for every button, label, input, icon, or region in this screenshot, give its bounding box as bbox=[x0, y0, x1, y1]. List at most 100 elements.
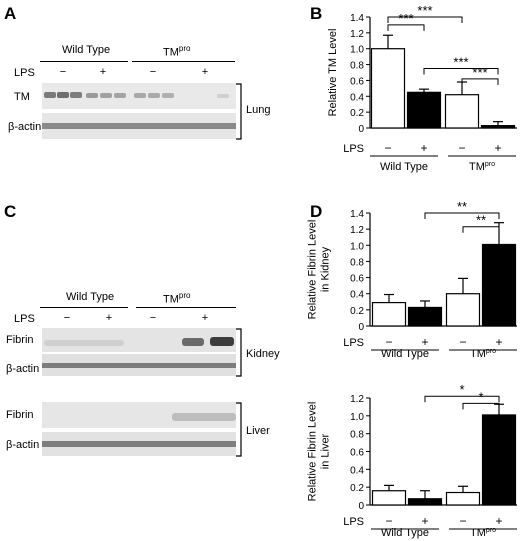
y-axis-label: Relative Fibrin Level bbox=[307, 402, 319, 502]
significance-label: *** bbox=[453, 55, 468, 70]
panel-letter-d: D bbox=[310, 202, 323, 221]
significance-bracket bbox=[462, 226, 500, 233]
group-label: TMpro bbox=[470, 527, 496, 539]
significance-bracket bbox=[461, 78, 499, 85]
bar bbox=[444, 94, 480, 129]
row-label-beta-actin: β-actin bbox=[8, 121, 42, 133]
y-tick-label: 0.6 bbox=[350, 274, 364, 285]
y-tick-label: 0 bbox=[358, 501, 364, 512]
group-label: Wild Type bbox=[380, 161, 428, 173]
bar bbox=[445, 293, 481, 327]
lps-sign: − bbox=[385, 335, 392, 349]
lps-sign: + bbox=[495, 514, 502, 528]
tissue-label-kidney: Kidney bbox=[246, 348, 280, 360]
significance-label: ** bbox=[476, 213, 486, 228]
row-label-fibrin: Fibrin bbox=[6, 409, 34, 421]
group-underline-wild-type bbox=[40, 61, 128, 62]
lps-sign: + bbox=[421, 514, 428, 528]
significance-label: * bbox=[459, 382, 464, 397]
y-tick-label: 1.0 bbox=[350, 241, 364, 252]
group-label-wild-type: Wild Type bbox=[62, 44, 111, 56]
group-label: TMpro bbox=[470, 348, 496, 360]
lps-sign: + bbox=[201, 66, 209, 78]
lps-sign: + bbox=[420, 141, 427, 155]
row-label-fibrin: Fibrin bbox=[6, 334, 34, 346]
lps-label: LPS bbox=[343, 516, 364, 528]
group-label-tmpro: TMpro bbox=[163, 291, 191, 306]
group-label-wild-type: Wild Type bbox=[66, 291, 115, 303]
group-label-tmpro: TMpro bbox=[163, 44, 191, 59]
row-label-beta-actin: β-actin bbox=[6, 363, 40, 375]
lps-sign: + bbox=[105, 312, 113, 324]
panel-letter-b: B bbox=[310, 4, 323, 23]
western-blot-liver bbox=[42, 402, 236, 456]
group-underline-tmpro bbox=[136, 307, 236, 308]
tissue-label-lung: Lung bbox=[246, 104, 271, 116]
row-label-tm: TM bbox=[14, 91, 30, 103]
y-tick-label: 0 bbox=[358, 322, 364, 333]
bar bbox=[445, 491, 481, 506]
y-axis-label: Relative TM Level bbox=[327, 29, 339, 117]
western-blot-lung bbox=[42, 83, 236, 139]
y-axis-label: Relative Fibrin Level bbox=[307, 220, 319, 320]
lps-sign: + bbox=[495, 335, 502, 349]
y-tick-label: 1.2 bbox=[350, 29, 364, 40]
lps-sign: − bbox=[149, 66, 157, 78]
y-tick-label: 0.8 bbox=[350, 61, 364, 72]
y-tick-label: 1.4 bbox=[350, 209, 364, 220]
lps-sign: + bbox=[99, 66, 107, 78]
bar bbox=[481, 414, 517, 506]
y-tick-label: 0.2 bbox=[350, 306, 364, 317]
group-label: TMpro bbox=[469, 161, 495, 173]
y-tick-label: 0.2 bbox=[350, 108, 364, 119]
bar bbox=[371, 490, 407, 506]
y-axis-label: in Kidney bbox=[320, 246, 332, 292]
panel-letter-c: C bbox=[4, 202, 17, 221]
bracket-kidney bbox=[236, 328, 242, 377]
lps-sign: − bbox=[59, 66, 67, 78]
lps-sign: − bbox=[384, 141, 391, 155]
lps-sign: − bbox=[63, 312, 71, 324]
y-tick-label: 0.2 bbox=[350, 483, 364, 494]
panel-letter-a: A bbox=[4, 4, 17, 23]
significance-bracket bbox=[462, 402, 500, 410]
y-tick-label: 1.4 bbox=[350, 13, 364, 24]
group-label: Wild Type bbox=[381, 348, 429, 360]
lps-sign: + bbox=[421, 335, 428, 349]
tissue-label-liver: Liver bbox=[246, 425, 270, 437]
lps-label: LPS bbox=[343, 143, 364, 155]
y-tick-label: 1.0 bbox=[350, 45, 364, 56]
significance-label: ** bbox=[457, 199, 467, 214]
y-axis-label: in Liver bbox=[320, 433, 332, 469]
y-tick-label: 1.2 bbox=[350, 394, 364, 405]
bar bbox=[407, 498, 443, 506]
y-tick-label: 0.4 bbox=[350, 465, 364, 476]
lps-sign: + bbox=[201, 312, 209, 324]
western-blot-kidney bbox=[42, 328, 236, 376]
lps-sign: − bbox=[459, 514, 466, 528]
y-tick-label: 0.4 bbox=[350, 290, 364, 301]
significance-bracket bbox=[424, 395, 500, 403]
y-tick-label: 0.6 bbox=[350, 448, 364, 459]
y-tick-label: 0.4 bbox=[350, 92, 364, 103]
significance-label: *** bbox=[398, 11, 413, 26]
lps-label: LPS bbox=[343, 337, 364, 349]
lps-sign: − bbox=[458, 141, 465, 155]
significance-bracket bbox=[387, 16, 463, 23]
lps-sign: − bbox=[459, 335, 466, 349]
group-label: Wild Type bbox=[381, 527, 429, 539]
significance-bracket bbox=[423, 68, 499, 75]
lps-label: LPS bbox=[14, 67, 35, 79]
lps-sign: − bbox=[385, 514, 392, 528]
bar bbox=[370, 48, 406, 129]
group-underline-wild-type bbox=[40, 307, 128, 308]
significance-bracket bbox=[387, 24, 425, 31]
lps-sign: − bbox=[149, 312, 157, 324]
y-tick-label: 0.8 bbox=[350, 257, 364, 268]
group-underline-tmpro bbox=[132, 61, 235, 62]
bracket-lung bbox=[236, 83, 242, 140]
y-tick-label: 1.0 bbox=[350, 412, 364, 423]
